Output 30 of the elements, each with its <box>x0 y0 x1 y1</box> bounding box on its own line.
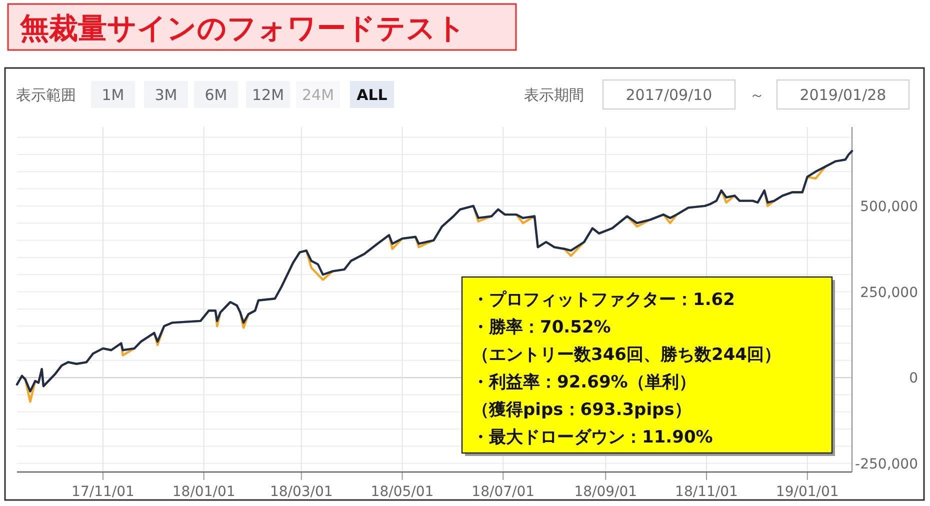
text: 3M <box>154 86 178 104</box>
text: 表示期間 <box>524 86 584 104</box>
x-tick-label: 18/07/01 <box>472 484 535 500</box>
text: 1M <box>102 86 124 104</box>
text: 24M <box>302 86 334 104</box>
y-tick-label: -250,000 <box>855 456 918 472</box>
text: 6M <box>204 86 228 104</box>
x-tick-label: 18/01/01 <box>172 484 236 500</box>
x-tick-label: 18/11/01 <box>675 484 738 500</box>
text: ～ <box>750 86 764 104</box>
text: 2019/01/28 <box>800 86 886 104</box>
text: 12M <box>252 86 284 104</box>
y-tick-label: 0 <box>909 370 918 387</box>
annotation: ・勝率：70.52% <box>472 318 611 338</box>
text: ALL <box>356 86 388 104</box>
annotation: ・最大ドローダウン：11.90% <box>472 428 713 448</box>
annotation: （獲得pips：693.3pips） <box>472 400 692 420</box>
x-tick-label: 17/11/01 <box>72 484 134 500</box>
annotation: （エントリー数346回、勝ち数244回） <box>472 345 781 365</box>
text: 2017/09/10 <box>626 86 712 104</box>
y-tick-label: 500,000 <box>860 198 918 215</box>
x-tick-label: 19/01/01 <box>776 484 839 500</box>
text: 表示範囲 <box>16 86 76 104</box>
x-tick-label: 18/03/01 <box>270 484 333 500</box>
x-tick-label: 18/05/01 <box>370 484 434 500</box>
annotation: ・プロフィットファクター：1.62 <box>472 290 735 310</box>
y-tick-label: 250,000 <box>860 284 918 301</box>
annotation: ・利益率：92.69%（単利） <box>472 372 696 392</box>
chart-title: 無裁量サインのフォワードテスト <box>19 11 466 45</box>
x-tick-label: 18/09/01 <box>574 484 638 500</box>
